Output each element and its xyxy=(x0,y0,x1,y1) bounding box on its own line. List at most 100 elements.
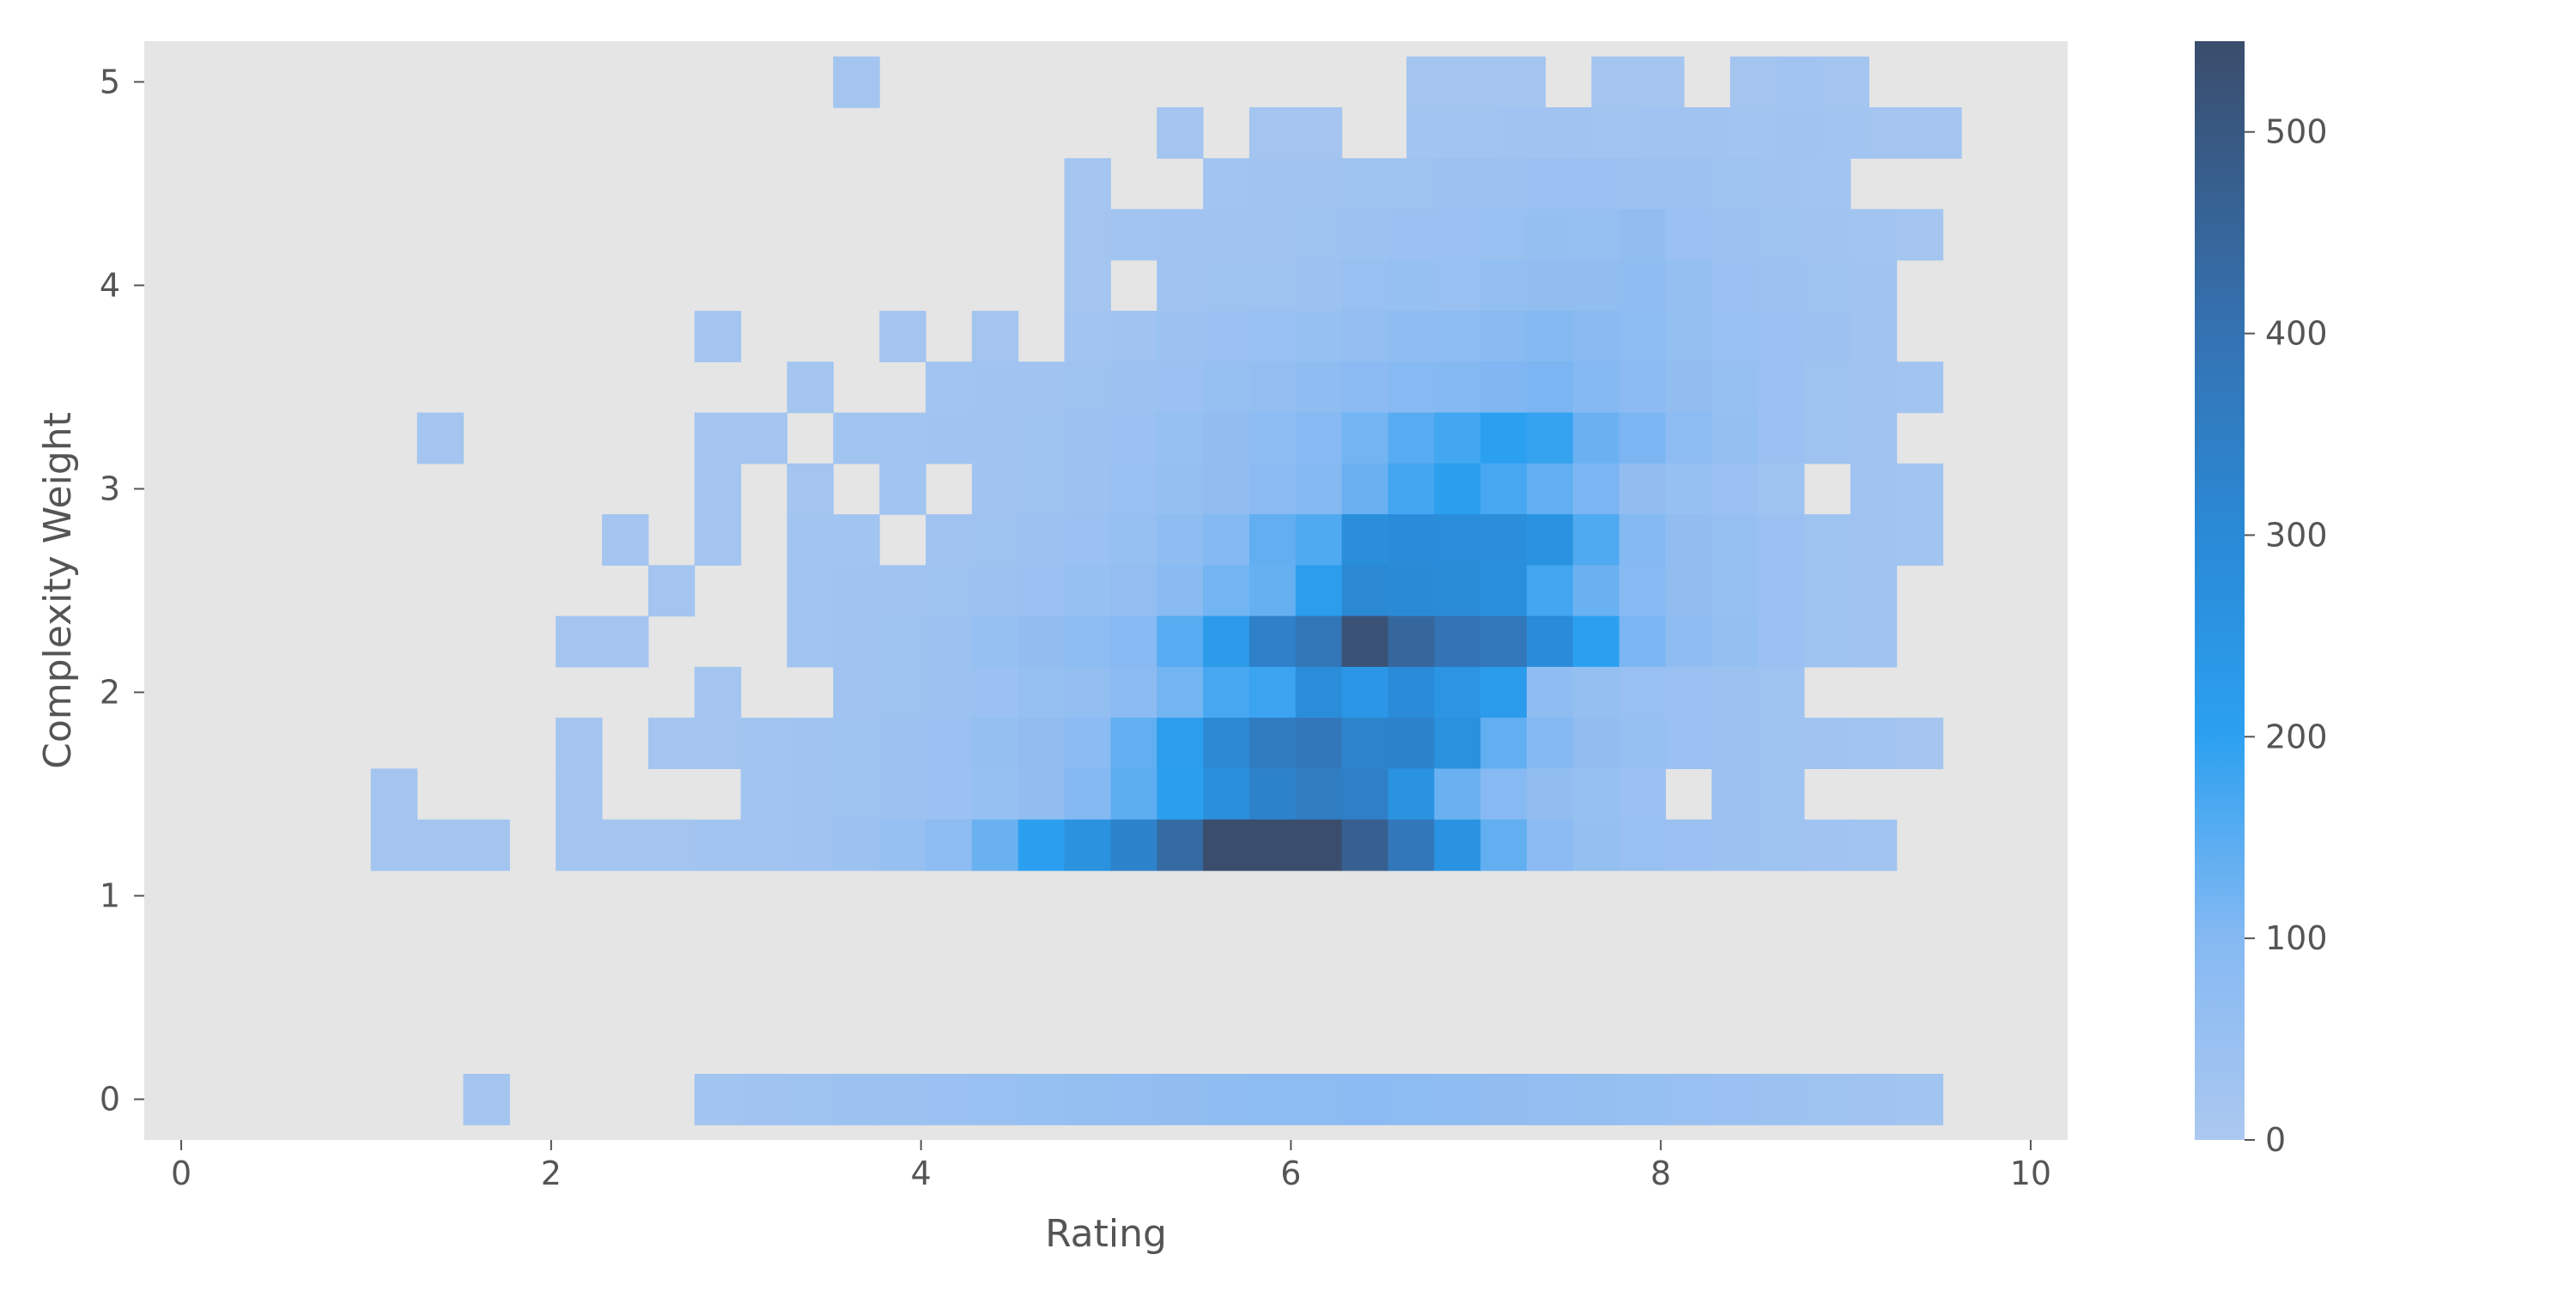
heatmap-cell xyxy=(1711,412,1759,464)
heatmap-cell xyxy=(1341,666,1388,718)
heatmap-cell xyxy=(879,412,927,464)
heatmap-cell xyxy=(1665,718,1712,769)
heatmap-cell xyxy=(787,768,834,821)
heatmap-cell xyxy=(1249,666,1297,718)
heatmap-cell xyxy=(1434,412,1481,464)
heatmap-cell xyxy=(1434,565,1481,617)
heatmap-cell xyxy=(1711,158,1759,210)
heatmap-cell xyxy=(1776,56,1824,108)
heatmap-cell xyxy=(1527,412,1574,464)
heatmap-cell xyxy=(694,514,742,566)
heatmap-cell xyxy=(1249,463,1297,515)
heatmap-cell xyxy=(1527,259,1574,312)
heatmap-cell xyxy=(1452,56,1500,108)
y-tick-label: 2 xyxy=(100,674,120,712)
heatmap-cell xyxy=(1249,514,1297,566)
colorbar-ticks: 0 100 200 300 400 500 xyxy=(2245,113,2328,1159)
heatmap-cell xyxy=(971,768,1019,821)
heatmap-cell xyxy=(1711,463,1759,515)
heatmap-cell xyxy=(1480,158,1528,210)
heatmap-cell xyxy=(1758,311,1805,362)
heatmap-cell xyxy=(1434,615,1481,668)
heatmap-cell xyxy=(1498,107,1546,159)
colorbar-tick-label: 300 xyxy=(2265,516,2328,554)
heatmap-cell xyxy=(1203,514,1250,566)
heatmap-cell xyxy=(1249,259,1297,312)
heatmap-cell xyxy=(1729,107,1777,159)
heatmap-cell xyxy=(1758,1074,1805,1125)
heatmap-cell xyxy=(1850,514,1898,566)
heatmap-cell xyxy=(1157,819,1204,871)
heatmap-cell xyxy=(1157,107,1204,159)
heatmap-cell xyxy=(1341,514,1388,566)
heatmap-cell xyxy=(1758,361,1805,414)
heatmap-cell xyxy=(1619,1074,1667,1125)
heatmap-cell xyxy=(1434,463,1481,515)
heatmap-cell xyxy=(1804,718,1851,769)
heatmap-cell xyxy=(1341,463,1388,515)
heatmap-cell xyxy=(1665,311,1712,362)
heatmap-cell xyxy=(833,412,880,464)
heatmap-cell xyxy=(1850,615,1898,668)
heatmap-cell xyxy=(1480,361,1528,414)
heatmap-cell xyxy=(1110,514,1157,566)
heatmap-cell xyxy=(1249,311,1297,362)
heatmap-cell xyxy=(971,666,1019,718)
heatmap-cell xyxy=(1434,311,1481,362)
heatmap-cell xyxy=(1665,615,1712,668)
heatmap-cell xyxy=(740,819,787,871)
heatmap-cell xyxy=(1729,56,1777,108)
heatmap-cell xyxy=(602,819,649,871)
heatmap-cell xyxy=(1572,666,1620,718)
heatmap-cell xyxy=(1850,1074,1898,1125)
heatmap-cell xyxy=(1665,666,1712,718)
heatmap-cell xyxy=(1804,259,1851,312)
heatmap-cell xyxy=(1711,718,1759,769)
y-tick-label: 5 xyxy=(100,63,120,100)
heatmap-cell xyxy=(1110,666,1157,718)
heatmap-cell xyxy=(1619,209,1667,261)
heatmap-cell xyxy=(1804,615,1851,668)
heatmap-cell xyxy=(1822,56,1869,108)
heatmap-cell xyxy=(1110,209,1157,261)
heatmap-cell xyxy=(1665,463,1712,515)
heatmap-cell xyxy=(1804,819,1851,871)
heatmap-cell xyxy=(1572,463,1620,515)
heatmap-cell xyxy=(926,412,973,464)
heatmap-cell xyxy=(1591,107,1638,159)
heatmap-cell xyxy=(1388,718,1435,769)
heatmap-cell xyxy=(1527,463,1574,515)
heatmap-cell xyxy=(1758,819,1805,871)
heatmap-cell xyxy=(1295,259,1343,312)
heatmap-cell xyxy=(556,768,603,821)
heatmap-cell xyxy=(1572,1074,1620,1125)
heatmap-cell xyxy=(1110,311,1157,362)
heatmap-cell xyxy=(1822,107,1869,159)
heatmap-cell xyxy=(1018,718,1066,769)
heatmap-cell xyxy=(1388,565,1435,617)
heatmap-cell xyxy=(1915,107,1962,159)
heatmap-cell xyxy=(1157,311,1204,362)
heatmap-cell xyxy=(1018,819,1066,871)
heatmap-cell xyxy=(740,768,787,821)
heatmap-cell xyxy=(1341,615,1388,668)
heatmap-cell xyxy=(1157,565,1204,617)
heatmap-cell xyxy=(1527,158,1574,210)
heatmap-cell xyxy=(1157,1074,1204,1125)
heatmap-cell xyxy=(1804,361,1851,414)
heatmap-cell xyxy=(879,463,927,515)
heatmap-cell xyxy=(879,311,927,362)
heatmap-cell xyxy=(1850,209,1898,261)
heatmap-cell xyxy=(1110,463,1157,515)
heatmap-cell xyxy=(1711,768,1759,821)
heatmap-cell xyxy=(1203,615,1250,668)
y-tick-label: 1 xyxy=(100,877,120,915)
colorbar-tick-label: 100 xyxy=(2265,919,2328,957)
heatmap-cell xyxy=(1157,768,1204,821)
colorbar xyxy=(2195,41,2245,1140)
heatmap-cell xyxy=(1388,514,1435,566)
colorbar-tick-label: 0 xyxy=(2265,1121,2286,1159)
heatmap-cell xyxy=(971,514,1019,566)
heatmap-cell xyxy=(1619,311,1667,362)
heatmap-cell xyxy=(1157,463,1204,515)
